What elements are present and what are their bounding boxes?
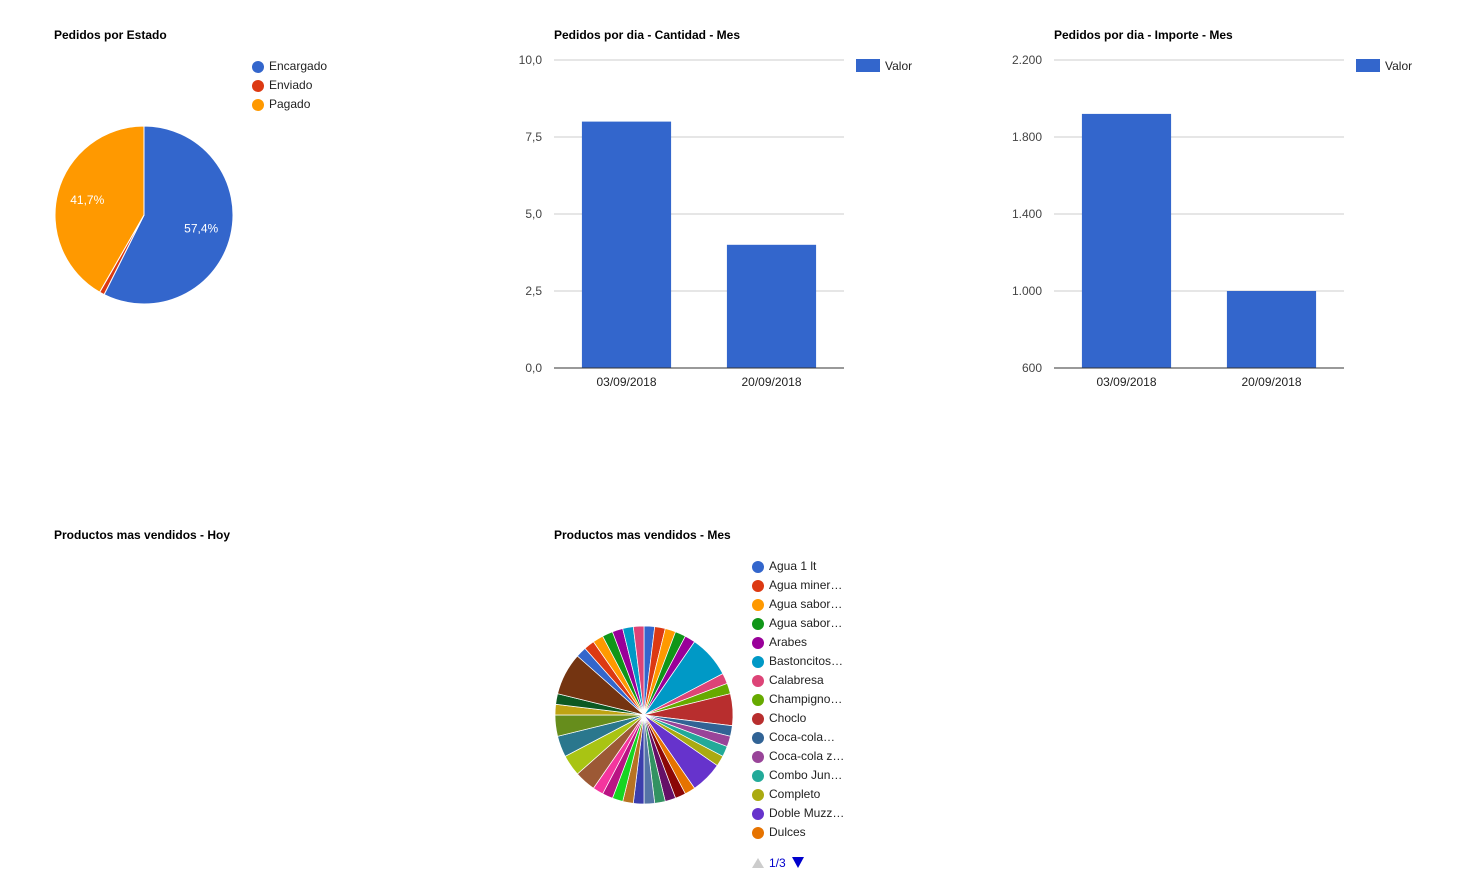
y-tick-label: 5,0 bbox=[525, 207, 542, 221]
legend-label: Agua sabor… bbox=[769, 597, 843, 611]
bar[interactable] bbox=[726, 244, 817, 368]
slice-label: 41,7% bbox=[70, 193, 104, 207]
bar-chart: 0,0 2,5 5,0 7,5 10,0 03/09/2018 20/09/2018 bbox=[519, 53, 844, 389]
chart-pedidos-por-estado: Pedidos por Estado 57,4% 41,7% Encargado … bbox=[54, 28, 474, 328]
legend-marker bbox=[752, 751, 764, 763]
legend-marker bbox=[752, 561, 764, 573]
chart-title: Pedidos por dia - Cantidad - Mes bbox=[554, 28, 741, 42]
legend-marker bbox=[752, 618, 764, 630]
legend-label: Valor bbox=[1385, 59, 1413, 73]
legend-label: Agua miner… bbox=[769, 578, 843, 592]
legend-label: Dulces bbox=[769, 825, 806, 839]
bar[interactable] bbox=[581, 121, 672, 368]
x-tick-label: 03/09/2018 bbox=[1096, 375, 1156, 389]
legend-marker bbox=[752, 580, 764, 592]
bar-chart: 600 1.000 1.400 1.800 2.200 03/09/2018 20/09/2… bbox=[1012, 53, 1344, 389]
legend-label: Coca-cola… bbox=[769, 730, 836, 744]
y-tick-label: 7,5 bbox=[525, 130, 542, 144]
pie-slice[interactable] bbox=[632, 625, 645, 716]
chart-title: Productos mas vendidos - Mes bbox=[554, 528, 731, 542]
bar[interactable] bbox=[1226, 291, 1317, 368]
legend-label: Combo Jun… bbox=[769, 768, 843, 782]
legend-marker bbox=[1356, 59, 1380, 72]
legend-label: Pagado bbox=[269, 97, 311, 111]
legend-label: Champigno… bbox=[769, 692, 843, 706]
legend-marker bbox=[752, 770, 764, 782]
pager-next-icon[interactable] bbox=[792, 857, 804, 868]
legend-marker bbox=[752, 694, 764, 706]
chart-pedidos-importe: Pedidos por dia - Importe - Mes 600 1.000… bbox=[1000, 28, 1440, 408]
y-tick-label: 2,5 bbox=[525, 284, 542, 298]
legend-label: Doble Muzz… bbox=[769, 806, 845, 820]
legend-marker bbox=[252, 61, 264, 73]
pie-slice[interactable] bbox=[103, 125, 234, 305]
legend-marker bbox=[752, 599, 764, 611]
y-tick-label: 1.800 bbox=[1012, 130, 1042, 144]
y-tick-label: 600 bbox=[1022, 361, 1042, 375]
y-tick-label: 0,0 bbox=[525, 361, 542, 375]
legend-marker bbox=[752, 789, 764, 801]
chart-legend: Agua 1 lt Agua miner… Agua sabor… Agua sabo… bbox=[752, 559, 952, 849]
slice-label: 57,4% bbox=[184, 222, 218, 236]
legend-label: Choclo bbox=[769, 711, 807, 725]
pie-slice[interactable] bbox=[54, 125, 145, 293]
legend-marker bbox=[752, 732, 764, 744]
legend-marker bbox=[856, 59, 880, 72]
chart-title: Pedidos por Estado bbox=[54, 28, 167, 42]
pager-label: 1/3 bbox=[769, 856, 786, 870]
pager-previous-icon[interactable] bbox=[752, 858, 764, 868]
y-tick-label: 1.400 bbox=[1012, 207, 1042, 221]
legend-marker bbox=[752, 808, 764, 820]
chart-legend: Encargado Enviado Pagado bbox=[252, 59, 452, 119]
legend-label: Bastoncitos… bbox=[769, 654, 844, 668]
legend-marker bbox=[252, 99, 264, 111]
legend-label: Enviado bbox=[269, 78, 313, 92]
chart-productos-mes: Productos mas vendidos - Mes Agua 1 lt Ag… bbox=[554, 528, 974, 878]
chart-title: Productos mas vendidos - Hoy bbox=[54, 528, 231, 542]
y-tick-label: 10,0 bbox=[519, 53, 543, 67]
legend-label: Agua 1 lt bbox=[769, 559, 817, 573]
legend-marker bbox=[252, 80, 264, 92]
legend-label: Calabresa bbox=[769, 673, 824, 687]
pie-chart bbox=[554, 625, 734, 805]
legend-label: Agua sabor… bbox=[769, 616, 843, 630]
chart-productos-hoy: Productos mas vendidos - Hoy bbox=[54, 528, 474, 858]
x-tick-label: 20/09/2018 bbox=[741, 375, 801, 389]
legend-label: Completo bbox=[769, 787, 821, 801]
legend-marker bbox=[752, 675, 764, 687]
legend-pager: 1/3 bbox=[752, 856, 822, 870]
legend-label: Coca-cola z… bbox=[769, 749, 845, 763]
legend-label: Encargado bbox=[269, 59, 328, 73]
legend-marker bbox=[752, 637, 764, 649]
y-tick-label: 1.000 bbox=[1012, 284, 1042, 298]
pie-chart: 57,4% 41,7% bbox=[54, 125, 234, 305]
legend-marker bbox=[752, 827, 764, 839]
legend-label: Valor bbox=[885, 59, 913, 73]
y-tick-label: 2.200 bbox=[1012, 53, 1042, 67]
bar[interactable] bbox=[1081, 113, 1172, 369]
legend-marker bbox=[752, 713, 764, 725]
chart-title: Pedidos por dia - Importe - Mes bbox=[1054, 28, 1233, 42]
legend-marker bbox=[752, 656, 764, 668]
chart-pedidos-cantidad: Pedidos por dia - Cantidad - Mes 0,0 2,5 5… bbox=[500, 28, 940, 408]
x-tick-label: 03/09/2018 bbox=[596, 375, 656, 389]
x-tick-label: 20/09/2018 bbox=[1241, 375, 1301, 389]
legend-label: Arabes bbox=[769, 635, 808, 649]
